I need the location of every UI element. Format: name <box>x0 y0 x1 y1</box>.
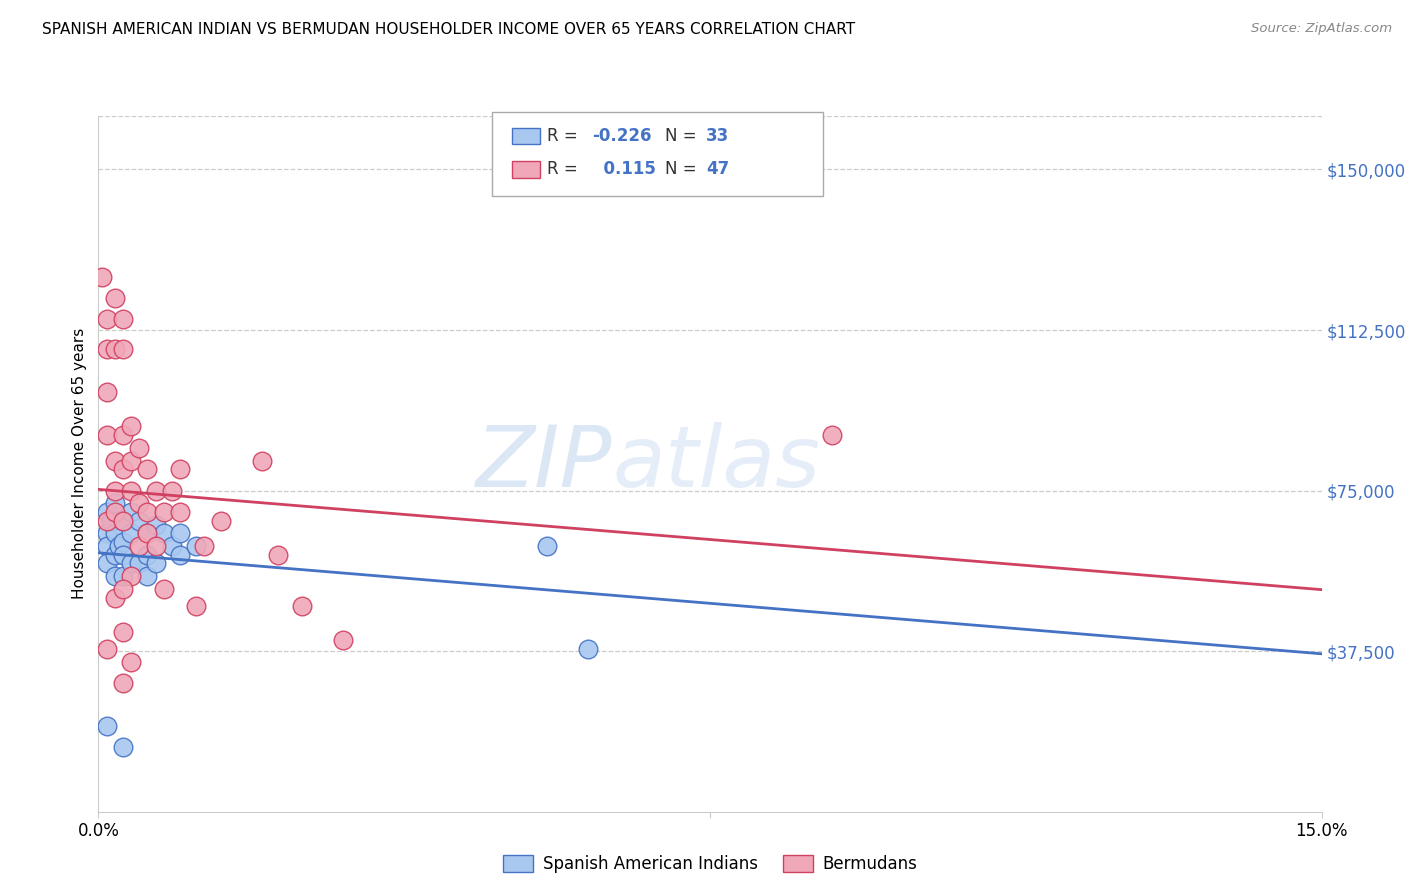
Point <box>111 548 134 562</box>
Point <box>152 505 174 519</box>
Point <box>152 526 174 541</box>
Point <box>169 526 191 541</box>
Text: -0.226: -0.226 <box>592 127 651 145</box>
Point <box>136 526 159 541</box>
Point <box>111 535 134 549</box>
Point <box>104 548 127 562</box>
Point <box>120 526 142 541</box>
Point <box>111 428 134 442</box>
Point <box>111 676 134 690</box>
Point <box>104 483 127 498</box>
Point <box>96 526 118 541</box>
Point <box>169 505 191 519</box>
Point <box>186 539 208 553</box>
Point <box>111 740 134 755</box>
Text: R =: R = <box>547 127 583 145</box>
Text: ZIP: ZIP <box>475 422 612 506</box>
Point <box>136 505 159 519</box>
Point <box>100 514 122 528</box>
Point <box>111 624 134 639</box>
Point <box>104 343 127 357</box>
Point <box>96 385 118 400</box>
Text: N =: N = <box>665 161 702 178</box>
Point <box>128 496 150 510</box>
Point <box>169 462 191 476</box>
Point <box>120 483 142 498</box>
Text: R =: R = <box>547 161 583 178</box>
Point <box>576 642 599 657</box>
Point <box>145 539 167 553</box>
Point <box>193 539 215 553</box>
Point <box>145 517 167 532</box>
Point <box>111 582 134 596</box>
Point <box>96 642 118 657</box>
Point <box>104 453 127 467</box>
Point <box>104 569 127 583</box>
Point <box>136 548 159 562</box>
Point <box>250 453 273 467</box>
Point <box>332 633 354 648</box>
Legend: Spanish American Indians, Bermudans: Spanish American Indians, Bermudans <box>496 848 924 880</box>
Point <box>104 526 127 541</box>
Text: Source: ZipAtlas.com: Source: ZipAtlas.com <box>1251 22 1392 36</box>
Point <box>145 483 167 498</box>
Point <box>145 557 167 571</box>
Text: 47: 47 <box>706 161 730 178</box>
Point <box>104 291 127 305</box>
Point <box>104 496 127 510</box>
Point <box>169 548 191 562</box>
Y-axis label: Householder Income Over 65 years: Householder Income Over 65 years <box>72 328 87 599</box>
Point <box>136 526 159 541</box>
Text: SPANISH AMERICAN INDIAN VS BERMUDAN HOUSEHOLDER INCOME OVER 65 YEARS CORRELATION: SPANISH AMERICAN INDIAN VS BERMUDAN HOUS… <box>42 22 855 37</box>
Point <box>96 343 118 357</box>
Point <box>160 483 183 498</box>
Point <box>120 453 142 467</box>
Point <box>111 462 134 476</box>
Point <box>128 441 150 455</box>
Point <box>111 514 134 528</box>
Point <box>111 514 134 528</box>
Point <box>128 557 150 571</box>
Point <box>120 569 142 583</box>
Point <box>267 548 290 562</box>
Point <box>120 505 142 519</box>
Point <box>209 514 232 528</box>
Point <box>96 514 118 528</box>
Point <box>104 591 127 605</box>
Point <box>96 539 118 553</box>
Text: 33: 33 <box>706 127 730 145</box>
Point <box>96 312 118 326</box>
Point <box>91 269 114 284</box>
Point <box>104 505 127 519</box>
Point <box>120 655 142 669</box>
Text: 0.115: 0.115 <box>592 161 655 178</box>
Point <box>291 599 314 614</box>
Text: N =: N = <box>665 127 702 145</box>
Point <box>96 557 118 571</box>
Point <box>108 539 131 553</box>
Point <box>186 599 208 614</box>
Point <box>136 569 159 583</box>
Point <box>96 505 118 519</box>
Point <box>821 428 844 442</box>
Point <box>536 539 558 553</box>
Text: atlas: atlas <box>612 422 820 506</box>
Point <box>160 539 183 553</box>
Point <box>96 719 118 733</box>
Point <box>111 569 134 583</box>
Point <box>111 343 134 357</box>
Point <box>128 539 150 553</box>
Point <box>120 557 142 571</box>
Point <box>111 312 134 326</box>
Point <box>96 428 118 442</box>
Point <box>128 514 150 528</box>
Point <box>120 419 142 434</box>
Point <box>152 582 174 596</box>
Point <box>136 462 159 476</box>
